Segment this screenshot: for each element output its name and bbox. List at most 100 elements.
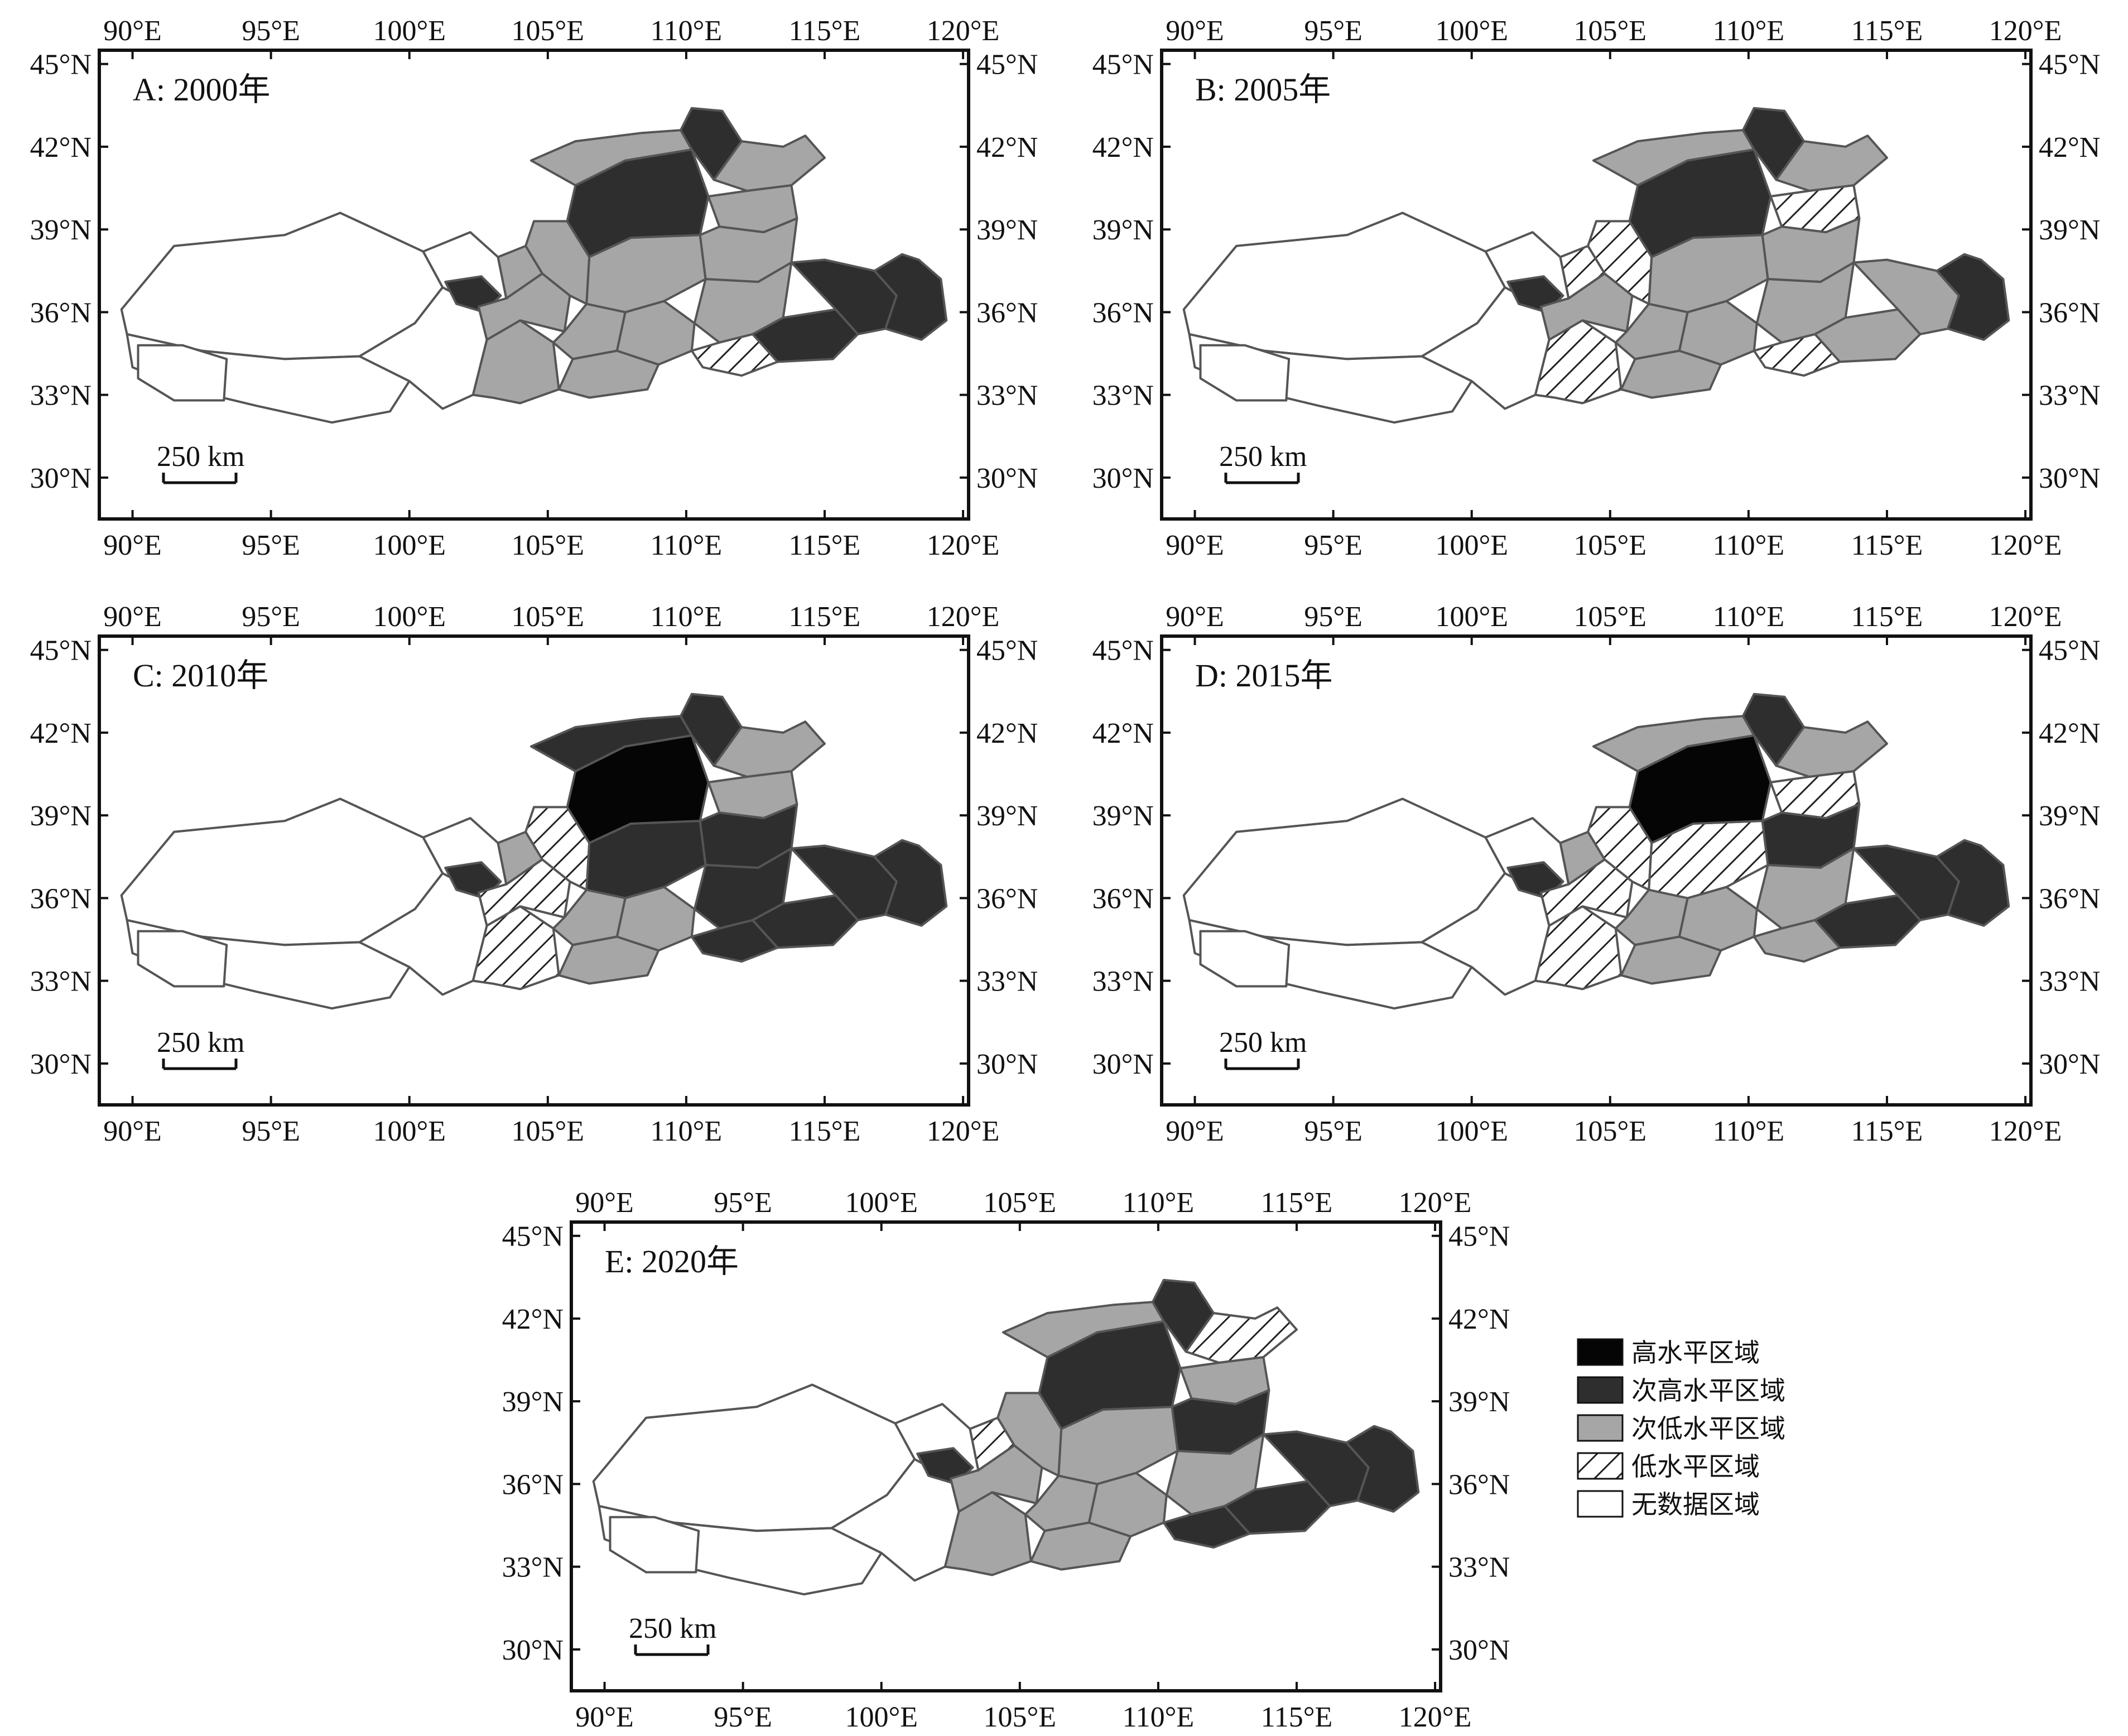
lon-label-top: 100°E: [1435, 15, 1508, 47]
region-shandong-e: [1936, 839, 2010, 927]
lat-label-left: 39°N: [30, 214, 92, 246]
lat-label-left: 42°N: [30, 132, 92, 163]
lat-label-right: 36°N: [2039, 883, 2100, 915]
panel-e: 90°E 90°E 95°E 95°E 100°E 100°E 105°E 105°E 110°…: [502, 1187, 1510, 1733]
lon-label-bottom: 110°E: [651, 1115, 723, 1147]
lon-label-bottom: 110°E: [1713, 530, 1785, 561]
region-ningxia-w: [497, 244, 543, 300]
region-ningxia-w: [1559, 830, 1606, 886]
lat-label-right: 30°N: [1448, 1634, 1510, 1666]
legend-swatch-low: [1577, 1452, 1624, 1480]
lat-label-right: 39°N: [2039, 800, 2100, 832]
lat-label-left: 30°N: [1092, 463, 1154, 494]
lat-label-right: 36°N: [976, 297, 1038, 329]
legend: 高水平区域 次高水平区域 次低水平区域 低水平区域 无数据区域: [1577, 1338, 1785, 1519]
lat-label-left: 39°N: [502, 1386, 564, 1418]
lon-label-bottom: 110°E: [651, 530, 723, 561]
lat-label-left: 30°N: [30, 463, 92, 494]
lon-label-bottom: 105°E: [512, 530, 585, 561]
map-frame: [98, 634, 970, 1107]
lat-label-left: 42°N: [30, 718, 92, 749]
lat-label-left: 36°N: [1092, 297, 1154, 329]
lon-label-bottom: 95°E: [242, 530, 300, 561]
region-gansu-s: [943, 1491, 1032, 1576]
region-gansu-s: [471, 905, 560, 990]
lon-label-bottom: 100°E: [373, 530, 446, 561]
lon-label-top: 115°E: [789, 15, 861, 47]
lon-label-bottom: 105°E: [984, 1701, 1057, 1733]
legend-label-low: 低水平区域: [1631, 1451, 1760, 1482]
lat-label-left: 45°N: [1092, 635, 1154, 667]
lon-label-bottom: 90°E: [103, 1115, 162, 1147]
lon-label-bottom: 120°E: [1399, 1701, 1472, 1733]
lat-label-right: 45°N: [976, 635, 1038, 667]
lon-label-top: 100°E: [373, 601, 446, 633]
lon-label-bottom: 120°E: [1989, 1115, 2062, 1147]
lon-label-top: 105°E: [512, 15, 585, 47]
lon-label-bottom: 105°E: [1574, 530, 1647, 561]
lon-label-top: 115°E: [1851, 601, 1923, 633]
lon-label-top: 95°E: [242, 601, 300, 633]
lat-label-left: 30°N: [30, 1049, 92, 1080]
lon-label-bottom: 95°E: [1304, 530, 1363, 561]
lon-label-top: 100°E: [373, 15, 446, 47]
region-ningxia-w: [1559, 244, 1606, 300]
lat-label-right: 45°N: [2039, 49, 2100, 81]
lat-label-left: 36°N: [30, 297, 92, 329]
map-regions: [1182, 107, 2010, 424]
lon-label-top: 105°E: [1574, 15, 1647, 47]
region-shandong-e: [1345, 1425, 1420, 1513]
region-gansu-s: [1534, 905, 1623, 990]
legend-swatch-sub-high: [1577, 1376, 1624, 1404]
region-shandong-e: [873, 253, 948, 341]
lon-label-top: 110°E: [1713, 601, 1785, 633]
panel-b: 90°E 90°E 95°E 95°E 100°E 100°E 105°E 105°E 110°…: [1092, 15, 2101, 561]
lat-label-right: 36°N: [976, 883, 1038, 915]
lon-label-top: 95°E: [1304, 15, 1363, 47]
map-frame: [98, 49, 970, 521]
lat-label-right: 33°N: [2039, 966, 2100, 998]
lat-label-right: 39°N: [1448, 1386, 1510, 1418]
region-qinghai-sw: [137, 930, 228, 988]
map-frame: [1160, 634, 2033, 1107]
lat-label-right: 45°N: [1448, 1221, 1510, 1253]
map-regions: [120, 693, 948, 1010]
lat-label-right: 30°N: [2039, 463, 2100, 494]
lat-label-right: 36°N: [1448, 1469, 1510, 1501]
lat-label-left: 39°N: [30, 800, 92, 832]
lon-label-top: 100°E: [1435, 601, 1508, 633]
lat-label-right: 39°N: [2039, 214, 2100, 246]
legend-label-high: 高水平区域: [1631, 1338, 1760, 1368]
region-qinghai-sw: [1199, 930, 1291, 988]
lon-label-top: 120°E: [1989, 601, 2062, 633]
lat-label-right: 42°N: [2039, 132, 2100, 163]
legend-swatch-high: [1577, 1338, 1624, 1366]
panel-title: A: 2000年: [133, 71, 271, 108]
lat-label-left: 39°N: [1092, 800, 1154, 832]
lat-label-right: 42°N: [976, 132, 1038, 163]
lon-label-bottom: 115°E: [1261, 1701, 1333, 1733]
lon-label-top: 90°E: [103, 15, 162, 47]
lat-label-right: 33°N: [976, 380, 1038, 412]
panel-d: 90°E 90°E 95°E 95°E 100°E 100°E 105°E 105°E 110°…: [1092, 601, 2101, 1147]
lat-label-right: 33°N: [1448, 1552, 1510, 1584]
region-ningxia-w: [497, 830, 543, 886]
lon-label-top: 120°E: [1399, 1187, 1472, 1219]
lon-label-top: 115°E: [1261, 1187, 1333, 1219]
region-shandong-e: [1936, 253, 2010, 341]
lat-label-right: 45°N: [2039, 635, 2100, 667]
lat-label-left: 30°N: [1092, 1049, 1154, 1080]
lon-label-bottom: 100°E: [1435, 530, 1508, 561]
lat-label-left: 33°N: [1092, 966, 1154, 998]
lon-label-bottom: 100°E: [373, 1115, 446, 1147]
lon-label-bottom: 120°E: [927, 1115, 1000, 1147]
lon-label-bottom: 95°E: [242, 1115, 300, 1147]
lon-label-bottom: 90°E: [575, 1701, 634, 1733]
lon-label-bottom: 90°E: [1166, 1115, 1224, 1147]
lon-label-top: 110°E: [1713, 15, 1785, 47]
legend-swatch-sub-low: [1577, 1414, 1624, 1442]
lat-label-left: 33°N: [502, 1552, 564, 1584]
lat-label-left: 45°N: [1092, 49, 1154, 81]
lat-label-right: 39°N: [976, 214, 1038, 246]
